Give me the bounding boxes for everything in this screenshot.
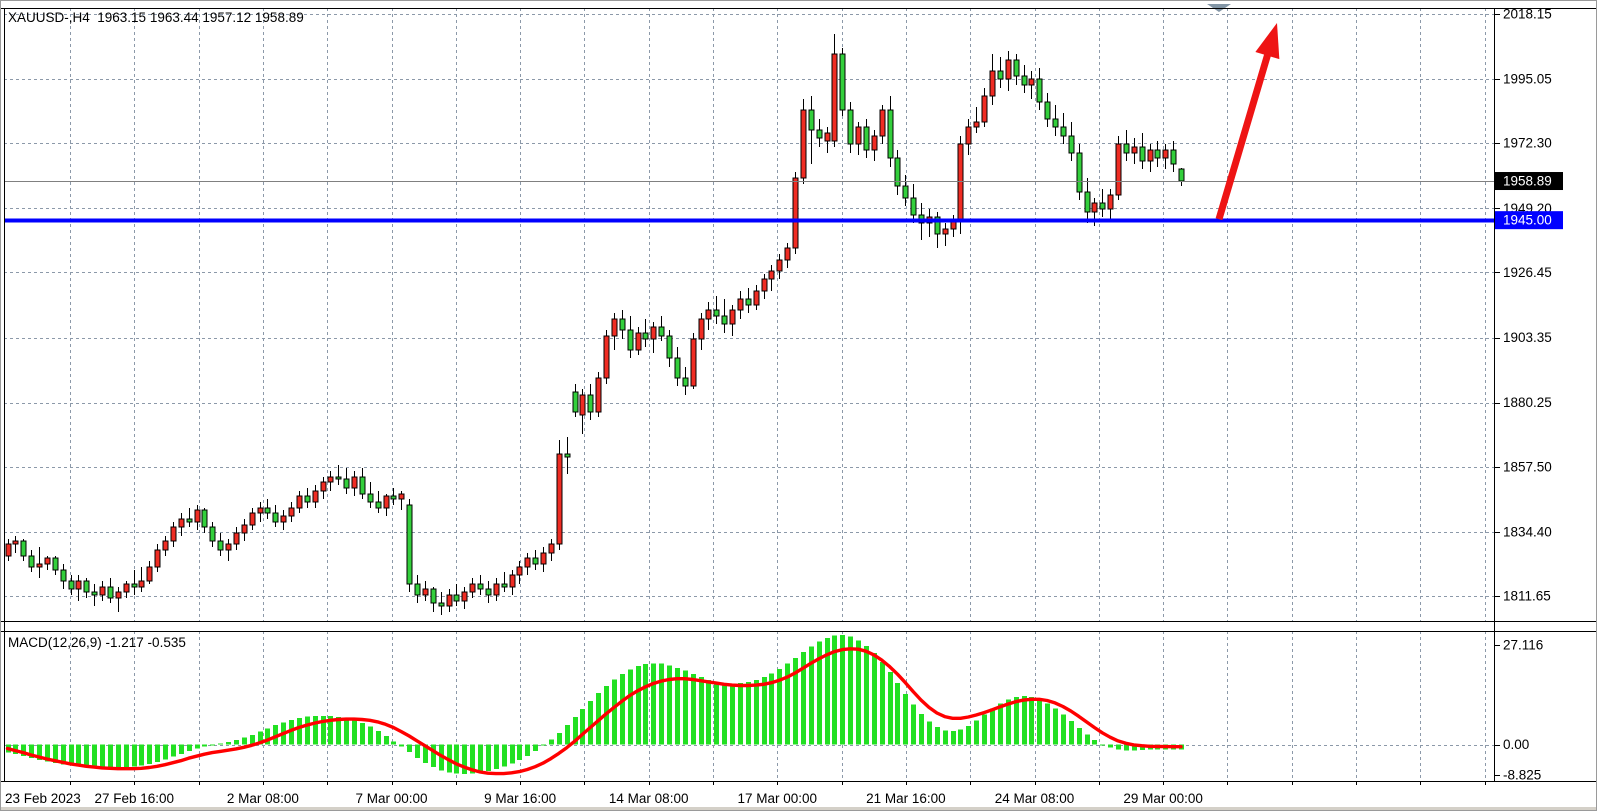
window-bottom-edge [1,807,1596,810]
trend-arrow[interactable] [1215,23,1280,221]
time-axis-label: 21 Mar 16:00 [866,791,946,806]
price-axis-label: 2018.15 [1503,7,1552,22]
price-axis-label: 1903.35 [1503,330,1552,345]
time-axis-label: 2 Mar 08:00 [227,791,299,806]
time-axis-label: 9 Mar 16:00 [484,791,556,806]
panel-borders [1,8,1596,782]
time-axis: 23 Feb 2023 27 Feb 16:00 2 Mar 08:00 7 Mar … [5,781,1486,806]
time-axis-label: 23 Feb 2023 [5,791,81,806]
hline-price-badge: 1945.00 [1503,213,1552,228]
macd-axis-label: -8.825 [1503,768,1541,783]
price-axis-label: 1972.30 [1503,136,1552,151]
price-axis-label: 1811.65 [1503,589,1551,604]
time-axis-label: 24 Mar 08:00 [995,791,1075,806]
candles [5,34,1185,615]
macd-indicator-label: MACD(12,26,9) -1.217 -0.535 [8,635,186,650]
time-axis-label: 27 Feb 16:00 [95,791,175,806]
time-axis-label: 17 Mar 00:00 [738,791,818,806]
macd-signal-line [5,647,1183,776]
macd-axis-label: 0.00 [1503,737,1529,752]
chart-title: XAUUSD-,H4 1963.15 1963.44 1957.12 1958.… [8,10,304,25]
price-axis-label: 1834.40 [1503,524,1552,539]
price-axis: 2018.151995.051972.301949.201926.451903.… [1494,7,1563,783]
macd-axis-label: 27.116 [1503,638,1543,653]
time-axis-label: 7 Mar 00:00 [355,791,427,806]
price-axis-label: 1926.45 [1503,265,1552,280]
price-axis-label: 1857.50 [1503,459,1552,474]
current-price-badge: 1958.89 [1503,174,1552,189]
price-axis-label: 1995.05 [1503,72,1552,87]
time-axis-label: 14 Mar 08:00 [609,791,689,806]
time-axis-label: 29 Mar 00:00 [1123,791,1203,806]
gridlines [4,8,1494,781]
price-axis-label: 1880.25 [1503,395,1552,410]
